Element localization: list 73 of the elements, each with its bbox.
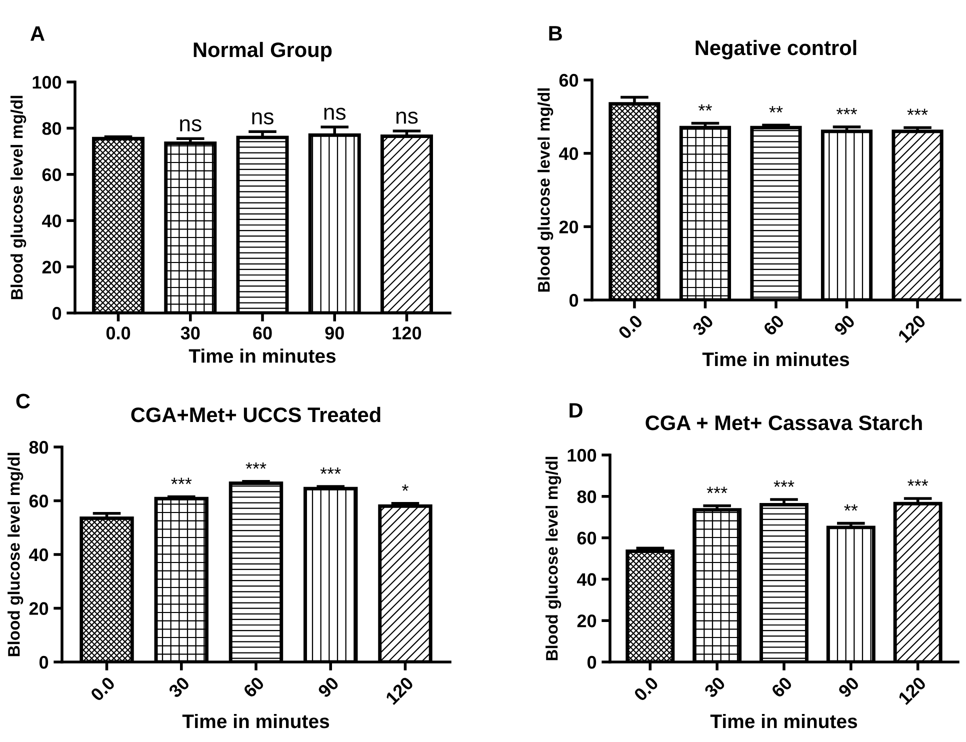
y-tick-label: 20 (29, 602, 48, 615)
annotation: *** (908, 480, 928, 486)
annotation: *** (774, 480, 794, 487)
x-tick-label: 90 (317, 676, 340, 698)
x-tick-label: 120 (898, 676, 927, 706)
annotation: * (402, 484, 408, 491)
y-tick-label: 60 (577, 532, 596, 545)
annotation: *** (706, 486, 728, 494)
y-tick-label: 60 (42, 168, 62, 182)
y-axis-title: Blood glucose level mg/dl (546, 456, 562, 660)
y-tick-label: 40 (29, 548, 48, 562)
annotation: *** (907, 108, 928, 116)
x-tick-label: 60 (770, 676, 793, 698)
x-tick-label: 30 (704, 676, 726, 698)
y-tick-label: 100 (32, 76, 62, 89)
x-tick-label: 0.0 (106, 326, 130, 340)
y-tick-label: 0 (569, 294, 578, 307)
y-tick-label: 40 (42, 214, 62, 228)
y-tick-label: 80 (42, 122, 62, 135)
y-axis-title: Blood glucose level mg/dl (8, 452, 24, 656)
y-tick-label: 80 (577, 490, 596, 504)
x-tick-label: 90 (325, 326, 344, 340)
x-axis-title: Time in minutes (188, 348, 336, 363)
annotation: ** (844, 504, 858, 511)
annotation: *** (246, 462, 266, 469)
x-tick-label: 30 (168, 676, 190, 698)
x-axis-title: Time in minutes (710, 714, 858, 728)
text: A (30, 26, 44, 41)
y-tick-label: 0 (52, 306, 62, 320)
x-tick-label: 60 (762, 314, 785, 336)
text: B (549, 26, 562, 40)
y-tick-label: 60 (559, 74, 578, 87)
x-tick-label: 60 (253, 326, 272, 340)
x-tick-label: 0.0 (618, 314, 644, 340)
x-tick-label: 120 (392, 326, 422, 340)
x-tick-label: 0.0 (633, 676, 660, 702)
x-axis-title: Time in minutes (182, 714, 330, 728)
y-tick-label: 40 (577, 573, 596, 586)
annotation: ns (396, 112, 418, 124)
annotation: ** (698, 104, 712, 111)
text: C (16, 394, 30, 408)
text: D (570, 403, 582, 418)
y-tick-label: 80 (29, 440, 48, 454)
x-tick-label: 90 (838, 676, 860, 698)
y-axis-title: Blood glucose level mg/dl (10, 96, 26, 300)
y-axis-title: Blood glucose level mg/dl (538, 88, 554, 292)
y-tick-label: 20 (577, 614, 596, 628)
annotation: ns (180, 119, 202, 132)
y-tick-label: 60 (29, 494, 48, 508)
annotation: *** (171, 478, 192, 484)
y-tick-label: 0 (39, 656, 48, 669)
chart-title: CGA + Met+ Cassava Starch (646, 414, 922, 430)
y-tick-label: 20 (42, 260, 62, 274)
x-tick-label: 120 (385, 676, 414, 706)
y-tick-label: 100 (568, 448, 596, 462)
x-tick-label: 30 (180, 326, 200, 340)
x-tick-label: 60 (242, 676, 265, 698)
annotation: *** (836, 108, 858, 114)
x-tick-label: 0.0 (90, 676, 116, 702)
y-tick-label: 40 (559, 147, 578, 160)
chart-title: Normal Group (194, 42, 332, 62)
x-tick-label: 30 (692, 314, 714, 336)
annotation: ns (252, 112, 274, 124)
x-axis-title: Time in minutes (702, 352, 850, 366)
x-tick-label: 90 (833, 314, 856, 336)
annotation: *** (320, 468, 341, 474)
annotation: ** (769, 106, 783, 112)
annotation: ns (324, 108, 346, 120)
x-tick-label: 120 (897, 314, 926, 344)
chart-title: CGA+Met+ UCCS Treated (131, 406, 380, 422)
y-tick-label: 20 (559, 220, 578, 234)
chart-title: Negative control (696, 40, 856, 60)
y-tick-label: 0 (587, 656, 596, 669)
